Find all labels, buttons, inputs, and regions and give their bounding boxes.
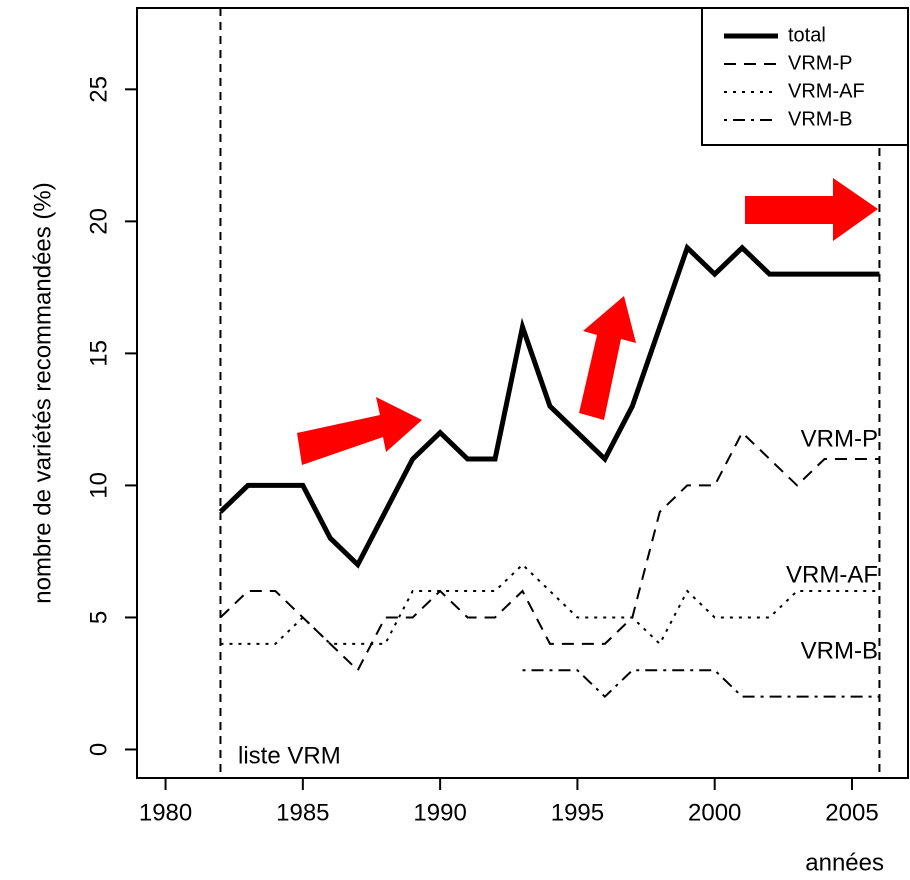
legend-label: VRM-AF [788,80,865,102]
x-tick-label: 1985 [276,799,329,826]
annotation: VRM-AF [786,561,878,588]
legend-label: VRM-P [788,52,852,74]
x-tick-label: 1995 [551,799,604,826]
y-tick-label: 25 [85,76,112,103]
x-axis-label: années [805,849,884,876]
y-tick-label: 5 [85,611,112,624]
legend-label: VRM-B [788,108,852,130]
arrows [297,178,878,465]
legend-label: total [788,24,826,46]
y-tick-label: 20 [85,208,112,235]
annotation: VRM-P [801,425,878,452]
y-tick-label: 0 [85,743,112,756]
series-line [522,669,880,699]
y-axis-label: nombre de variétés recommandées (%) [29,182,56,604]
series-line [219,430,880,672]
x-tick-label: 2005 [825,799,878,826]
plot-frame [136,7,909,779]
arrow [745,178,878,241]
annotation: VRM-B [801,637,878,664]
arrow [297,397,422,465]
legend-box [701,7,909,146]
arrow [579,296,636,420]
y-tick-label: 15 [85,340,112,367]
x-tick-label: 1980 [139,799,192,826]
x-tick-label: 2000 [688,799,741,826]
x-tick-label: 1990 [413,799,466,826]
y-tick-label: 10 [85,472,112,499]
annotation: liste VRM [238,742,341,769]
series-line [218,243,880,569]
